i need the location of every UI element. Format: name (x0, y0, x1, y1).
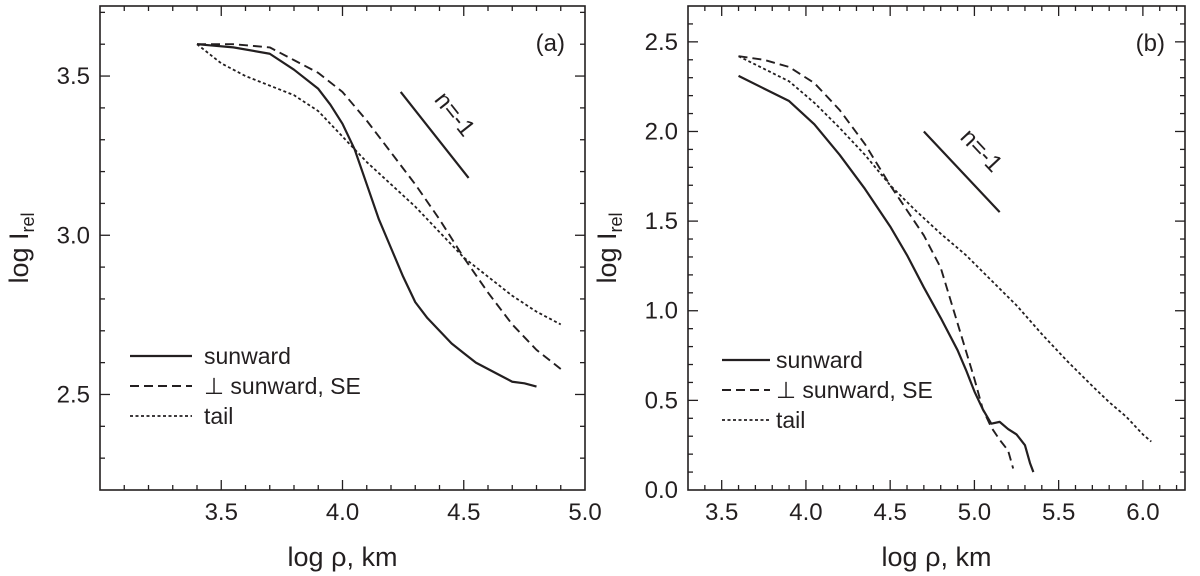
y-tick-label: 1.5 (645, 208, 678, 235)
x-tick-label: 3.5 (705, 499, 738, 526)
x-tick-label: 4.5 (447, 499, 480, 526)
legend-entry-label: ⊥ sunward, SE (776, 377, 933, 403)
series-line-dashed (738, 55, 1015, 469)
series-line-dotted (196, 43, 562, 326)
y-tick-label: 2.5 (57, 381, 90, 408)
x-tick-label: 5.0 (958, 499, 991, 526)
panel-label: (b) (1136, 30, 1165, 57)
y-tick-label: 2.0 (645, 118, 678, 145)
x-tick-label: 6.0 (1126, 499, 1159, 526)
plot-frame (99, 5, 586, 491)
legend-entry-label: sunward (776, 347, 863, 373)
legend-entry-label: tail (204, 403, 233, 429)
x-tick-label: 4.0 (789, 499, 822, 526)
legend-entry-label: tail (776, 407, 805, 433)
x-axis-label: log ρ, km (882, 542, 992, 572)
y-tick-label: 0.0 (645, 477, 678, 504)
legend: sunward ⊥ sunward, SE tail (722, 347, 933, 433)
panel-label: (a) (536, 30, 565, 57)
x-tick-label: 4.0 (326, 499, 359, 526)
y-tick-label: 3.5 (57, 63, 90, 90)
y-tick-label: 0.5 (645, 387, 678, 414)
x-tick-label: 4.5 (873, 499, 906, 526)
tick-marks (688, 6, 1185, 490)
legend: sunward ⊥ sunward, SE tail (130, 343, 361, 429)
y-tick-label: 2.5 (645, 29, 678, 56)
y-axis-label: log Irel (592, 212, 626, 283)
plot-frame (687, 5, 1186, 491)
x-tick-label: 5.5 (1042, 499, 1075, 526)
series-line-dashed (197, 43, 562, 370)
y-tick-label: 3.0 (57, 222, 90, 249)
slope-annotation-label: n=-1 (429, 87, 480, 142)
y-axis-label-subscript: rel (606, 212, 626, 232)
x-axis-label: log ρ, km (288, 542, 398, 572)
y-axis-label-main: log I (592, 232, 622, 283)
series-line-solid (196, 43, 537, 388)
series-line-solid (738, 74, 1035, 473)
y-axis-label-main: log I (4, 232, 34, 283)
legend-entry-label: sunward (204, 343, 291, 369)
slope-reference-line (923, 130, 1001, 213)
chart-panel-1: 3.5 4.0 4.5 5.0 2.5 3.0 3.5 log ρ, km log Irel (a… (4, 5, 602, 572)
x-tick-label: 5.0 (568, 499, 601, 526)
chart-panel-2: 3.5 4.0 4.5 5.0 5.5 6.0 0.0 0.5 1.0 1.5 2.0 2.5 log … (592, 5, 1186, 572)
x-tick-label: 3.5 (205, 499, 238, 526)
slope-reference-line (399, 91, 470, 179)
y-axis-label: log Irel (4, 212, 38, 283)
slope-annotation-label: n=-1 (955, 124, 1008, 178)
tick-marks (100, 6, 585, 490)
legend-entry-label: ⊥ sunward, SE (204, 373, 361, 399)
y-tick-label: 1.0 (645, 298, 678, 325)
y-axis-label-subscript: rel (18, 212, 38, 232)
series-line-dotted (738, 55, 1152, 443)
